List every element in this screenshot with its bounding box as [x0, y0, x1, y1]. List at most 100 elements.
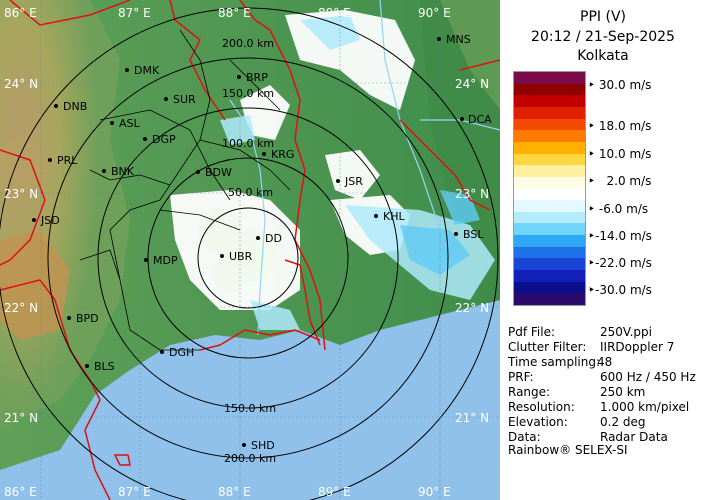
legend-color-band [514, 188, 585, 201]
legend-label: ‣ -6.0 m/s [588, 202, 649, 216]
city-label: BNK [111, 165, 135, 178]
legend-color-band [514, 130, 585, 143]
city-label: DD [265, 232, 282, 245]
info-value: 600 Hz / 450 Hz [600, 370, 696, 384]
city-label: KRG [271, 148, 294, 161]
lon-label-top: 88° E [218, 6, 251, 20]
legend-color-band [514, 258, 585, 271]
radar-map-svg: 86° E 87° E 88° E 89° E 90° E 86° E 87° … [0, 0, 500, 500]
lat-label-right: 21° N [455, 411, 489, 425]
lat-label-right: 22° N [455, 301, 489, 315]
northeast-hills [440, 0, 500, 110]
city-marker: DGH [160, 346, 194, 359]
city-marker: BNK [102, 165, 135, 178]
city-label: MDP [153, 254, 178, 267]
city-marker: DGP [143, 133, 176, 146]
range-label: 150.0 km [222, 87, 274, 100]
state-boundaries [0, 0, 500, 500]
city-marker: SHD [242, 439, 275, 452]
info-key: Data: [508, 430, 541, 444]
city-marker: DCA [460, 113, 492, 126]
product-datetime: 20:12 / 21-Sep-2025 [531, 29, 675, 45]
city-marker: JSD [32, 214, 60, 227]
legend-label: ‣ 2.0 m/s [588, 174, 652, 188]
legend-label: ‣ 30.0 m/s [588, 78, 652, 92]
city-label: SUR [173, 93, 196, 106]
info-value: 250V.ppi [600, 325, 652, 339]
product-title: PPI (V) [580, 9, 626, 25]
lat-lon-grid [0, 0, 500, 500]
radar-map: 86° E 87° E 88° E 89° E 90° E 86° E 87° … [0, 0, 500, 500]
lat-label-left: 21° N [4, 411, 38, 425]
range-label: 100.0 km [222, 137, 274, 150]
lat-labels-right: 24° N 23° N 22° N 21° N [455, 77, 489, 425]
city-label: UBR [229, 250, 253, 263]
city-label: SHD [251, 439, 275, 452]
legend-label: ‣ 18.0 m/s [588, 119, 652, 133]
city-marker: BRP [237, 71, 268, 84]
info-key: Clutter Filter: [508, 340, 587, 354]
legend-color-band [514, 141, 585, 155]
city-marker: BLS [85, 360, 115, 373]
highland-patch-2 [0, 130, 50, 200]
cities: MNS DMK BRP DNB SUR ASL DGP DCA KRG PRL … [32, 33, 492, 452]
city-marker: SUR [164, 93, 196, 106]
range-label: 200.0 km [224, 452, 276, 465]
legend-color-band [514, 246, 585, 259]
legend-color-band [514, 95, 585, 108]
info-key: Time sampling: [508, 355, 601, 369]
city-label: BLS [94, 360, 115, 373]
range-rings [0, 7, 499, 500]
lon-label-top: 87° E [118, 6, 151, 20]
city-label: JSD [40, 214, 60, 227]
bay-of-bengal [0, 300, 500, 500]
city-label: DGP [152, 133, 176, 146]
city-marker: BPD [67, 312, 99, 325]
info-key: Elevation: [508, 415, 568, 429]
info-key: Pdf File: [508, 325, 556, 339]
city-label: BSL [463, 228, 484, 241]
city-label: KHL [383, 210, 405, 223]
info-value: IIRDoppler 7 [600, 340, 675, 354]
city-marker: ASL [110, 117, 141, 130]
legend-color-band [514, 200, 585, 213]
city-marker: JSR [336, 175, 363, 188]
city-marker: BSL [454, 228, 484, 241]
lon-label-top: 90° E [418, 6, 451, 20]
city-marker: KRG [262, 148, 294, 161]
lon-labels-bottom: 86° E 87° E 88° E 89° E 90° E [4, 485, 451, 499]
info-value: 0.2 deg [600, 415, 646, 429]
info-value: Radar Data [600, 430, 668, 444]
legend-color-band [514, 235, 585, 248]
city-marker: KHL [374, 210, 405, 223]
legend-label: ‣-14.0 m/s [588, 229, 652, 243]
legend-color-band [514, 118, 585, 131]
info-value: 250 km [600, 385, 646, 399]
color-legend [513, 71, 586, 306]
range-label: 150.0 km [224, 402, 276, 415]
legend-label: ‣ 10.0 m/s [588, 147, 652, 161]
city-label: DCA [468, 113, 492, 126]
legend-color-band [514, 293, 585, 306]
lat-label-left: 22° N [4, 301, 38, 315]
station-name: Kolkata [577, 48, 629, 64]
city-marker: DNB [54, 100, 87, 113]
lon-labels-top: 86° E 87° E 88° E 89° E 90° E [4, 6, 451, 20]
city-marker: DD [256, 232, 282, 245]
city-marker: MNS [437, 33, 471, 46]
range-label: 50.0 km [228, 186, 273, 199]
city-label: DMK [134, 64, 160, 77]
city-label: JSR [344, 175, 363, 188]
lon-label-top: 86° E [4, 6, 37, 20]
legend-color-band [514, 153, 585, 166]
legend-color-band [514, 165, 585, 178]
lon-label-top: 89° E [318, 6, 351, 20]
city-label: DGH [169, 346, 194, 359]
city-marker: UBR [220, 250, 253, 263]
range-labels: 50.0 km 100.0 km 150.0 km 200.0 km 150.0… [222, 37, 276, 465]
city-label: PRL [57, 154, 78, 167]
lon-label-bottom: 88° E [218, 485, 251, 499]
lat-label-right: 24° N [455, 77, 489, 91]
lon-label-bottom: 86° E [4, 485, 37, 499]
legend-color-band [514, 106, 585, 120]
